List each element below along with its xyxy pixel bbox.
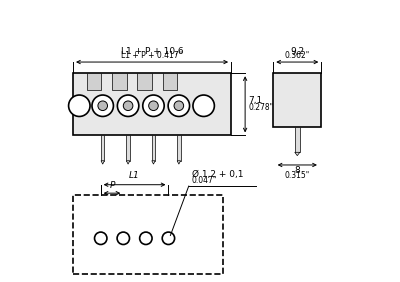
- Text: 7,1: 7,1: [248, 96, 263, 105]
- Text: Ø 1,2 + 0,1: Ø 1,2 + 0,1: [192, 170, 243, 179]
- Circle shape: [149, 101, 158, 111]
- Text: 8: 8: [294, 166, 300, 175]
- Text: L1: L1: [129, 171, 140, 180]
- Circle shape: [162, 232, 175, 244]
- Bar: [73, 195, 222, 274]
- Bar: [87, 73, 101, 90]
- Text: 0.315": 0.315": [285, 171, 310, 180]
- Text: 0.047": 0.047": [192, 176, 217, 185]
- Circle shape: [117, 95, 139, 116]
- Text: 0.362": 0.362": [285, 51, 310, 60]
- Bar: [112, 73, 127, 90]
- Bar: [126, 135, 130, 161]
- Bar: [177, 135, 180, 161]
- Circle shape: [68, 95, 90, 116]
- Bar: [101, 135, 104, 161]
- Circle shape: [168, 95, 190, 116]
- Circle shape: [94, 232, 107, 244]
- Bar: [163, 73, 178, 90]
- Polygon shape: [152, 161, 155, 164]
- Text: L1 + P + 10,6: L1 + P + 10,6: [121, 47, 183, 56]
- Bar: [73, 73, 231, 135]
- Bar: [152, 135, 155, 161]
- Circle shape: [98, 101, 108, 111]
- Bar: [273, 73, 321, 127]
- Circle shape: [123, 101, 133, 111]
- Text: P: P: [109, 181, 115, 190]
- Polygon shape: [101, 161, 104, 164]
- Text: L1 + P + 0.417": L1 + P + 0.417": [122, 51, 183, 60]
- Polygon shape: [295, 152, 300, 156]
- Polygon shape: [126, 161, 130, 164]
- Circle shape: [193, 95, 214, 116]
- Circle shape: [92, 95, 114, 116]
- Text: 0.278": 0.278": [248, 103, 274, 112]
- Circle shape: [143, 95, 164, 116]
- Circle shape: [174, 101, 184, 111]
- Circle shape: [140, 232, 152, 244]
- Text: 9,2: 9,2: [290, 47, 304, 56]
- Circle shape: [117, 232, 130, 244]
- Bar: [295, 127, 300, 152]
- Polygon shape: [177, 161, 180, 164]
- Bar: [137, 73, 152, 90]
